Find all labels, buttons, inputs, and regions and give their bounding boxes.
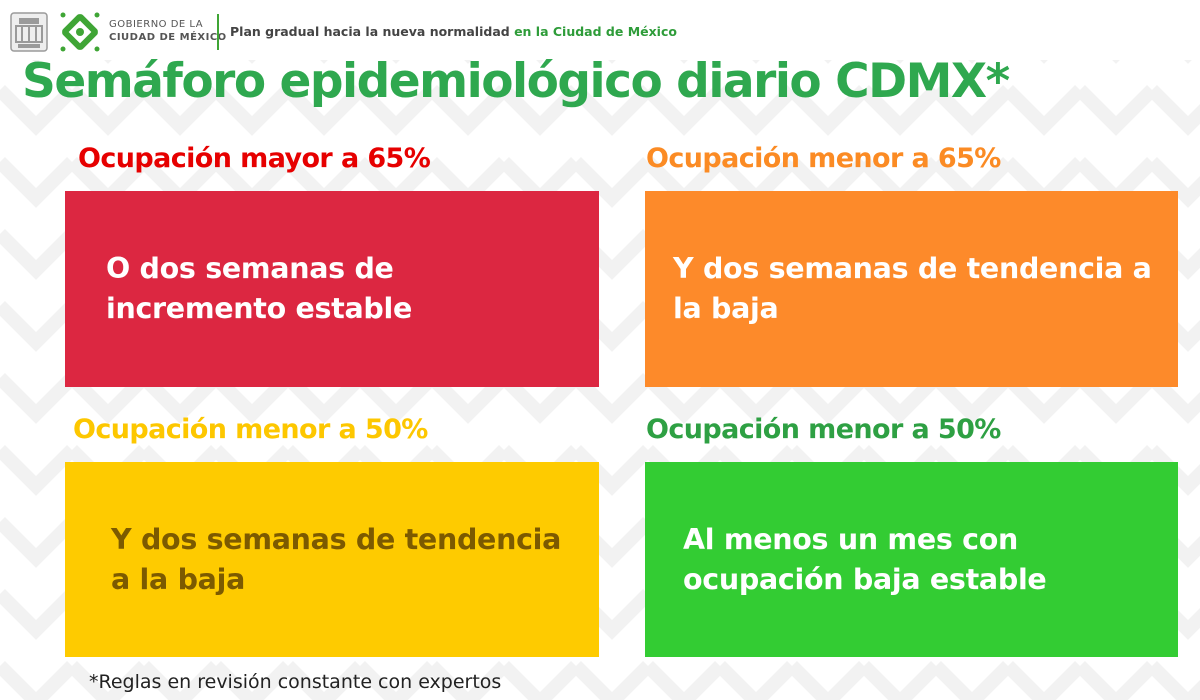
plan-caption: Plan gradual hacia la nueva normalidad e… [230,24,677,39]
card-label-yellow: Ocupación menor a 50% [73,414,428,445]
plan-caption-text: Plan gradual hacia la nueva normalidad [230,24,510,39]
card-text-orange: Y dos semanas de tendencia a la baja [673,252,1152,325]
header-bar: GOBIERNO DE LA CIUDAD DE MÉXICO Plan gra… [0,0,1200,60]
card-text-yellow: Y dos semanas de tendencia a la baja [111,522,562,596]
page-title: Semáforo epidemiológico diario CDMX* [22,54,1010,109]
card-label-orange: Ocupación menor a 65% [646,143,1001,174]
card-text-red: O dos semanas de incremento estable [106,252,413,325]
card-box-green: Al menos un mes con ocupación baja estab… [645,462,1178,657]
government-name: GOBIERNO DE LA CIUDAD DE MÉXICO [109,18,227,44]
card-box-red: O dos semanas de incremento estable [65,191,599,387]
card-label-red: Ocupación mayor a 65% [78,143,431,174]
gov-name-line1: GOBIERNO DE LA [109,19,204,30]
card-text-green: Al menos un mes con ocupación baja estab… [683,522,1047,596]
plan-caption-highlight: en la Ciudad de México [514,24,677,39]
cdmx-logo-icon [60,12,100,52]
footnote: *Reglas en revisión constante con expert… [89,671,502,693]
card-box-yellow: Y dos semanas de tendencia a la baja [65,462,599,657]
card-label-green: Ocupación menor a 50% [646,414,1001,445]
gov-name-line2: CIUDAD DE MÉXICO [109,32,227,43]
header-divider [217,14,219,50]
coat-of-arms-icon [10,12,48,52]
card-box-orange: Y dos semanas de tendencia a la baja [645,191,1178,387]
